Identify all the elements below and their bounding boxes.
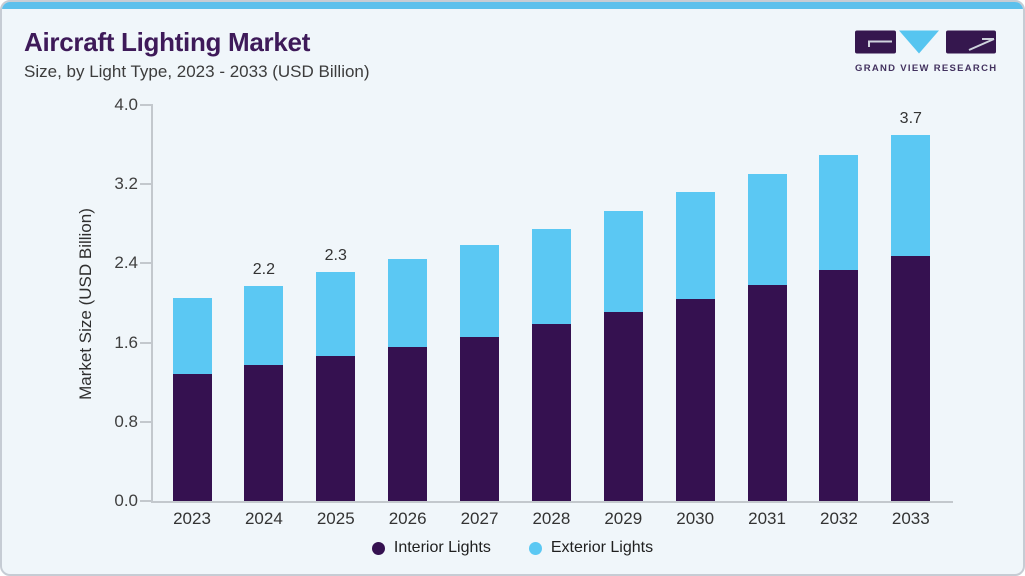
page-title: Aircraft Lighting Market [24, 27, 311, 57]
y-tick-label: 0.8 [114, 411, 138, 431]
legend-swatch-exterior-icon [528, 541, 542, 555]
y-tick-label: 2.4 [114, 253, 138, 273]
gvr-logo: GRAND VIEW RESEARCH [855, 30, 997, 74]
logo-g-glyph [868, 40, 892, 47]
legend-label-interior: Interior Lights [393, 539, 491, 556]
x-tick-label-2032: 2032 [819, 509, 858, 528]
bar-2025-interior [316, 356, 356, 501]
legend-swatch-interior-icon [371, 541, 385, 555]
x-tick-label-2027: 2027 [460, 509, 499, 528]
bar-2030-interior [675, 299, 715, 501]
x-tick-label-2023: 2023 [173, 509, 211, 528]
page-subtitle: Size, by Light Type, 2023 - 2033 (USD Bi… [24, 62, 370, 81]
logo-r-block [946, 30, 996, 54]
bar-value-label-2033: 3.7 [899, 109, 922, 127]
x-axis-line [151, 501, 953, 503]
y-tick-mark [140, 341, 151, 344]
logo-wordmark: GRAND VIEW RESEARCH [855, 63, 998, 74]
bar-2023-interior [172, 374, 212, 501]
bar-2027-interior [460, 336, 500, 501]
bar-value-label-2025: 2.3 [324, 247, 347, 265]
bar-2029-exterior [603, 210, 643, 312]
y-tick-mark [140, 262, 151, 265]
bar-2031-exterior [747, 174, 787, 286]
bar-2032-interior [819, 270, 859, 501]
x-tick-label-2033: 2033 [891, 509, 930, 528]
bar-2030-exterior [675, 192, 715, 300]
legend-item-exterior-lights: Exterior Lights [528, 539, 654, 557]
y-tick-mark [140, 104, 151, 106]
bar-2031-interior [747, 285, 787, 501]
bar-2026-exterior [388, 259, 428, 347]
x-tick-label-2030: 2030 [676, 509, 715, 528]
y-axis-line [151, 104, 153, 503]
y-tick-mark [140, 183, 151, 186]
bar-2032-exterior [819, 155, 859, 271]
bar-2028-exterior [531, 228, 571, 324]
bar-2026-interior [388, 346, 428, 501]
bar-2023-exterior [172, 298, 212, 375]
legend-label-exterior: Exterior Lights [550, 539, 654, 556]
y-tick-mark [140, 500, 151, 502]
y-tick-label: 4.0 [114, 95, 138, 114]
bar-2028-interior [531, 323, 571, 501]
chart-legend: Interior Lights Exterior Lights [2, 539, 1023, 557]
bar-2027-exterior [460, 244, 500, 337]
y-tick-label: 3.2 [114, 174, 138, 194]
x-tick-label-2025: 2025 [316, 509, 355, 528]
bar-2033-interior [891, 256, 931, 501]
x-tick-label-2028: 2028 [532, 509, 571, 528]
gvr-logo-mark [855, 30, 996, 54]
y-tick-label: 0.0 [114, 491, 138, 510]
x-tick-label-2029: 2029 [604, 509, 643, 528]
y-tick-mark [140, 420, 151, 423]
bar-2033-exterior [891, 134, 931, 257]
bar-value-label-2024: 2.2 [252, 261, 275, 279]
x-tick-label-2024: 2024 [244, 509, 283, 528]
logo-v-triangle-icon [899, 30, 939, 54]
x-tick-label-2026: 2026 [388, 509, 427, 528]
logo-r-glyph [968, 38, 995, 51]
y-tick-label: 1.6 [114, 332, 138, 352]
bar-2025-exterior [316, 272, 356, 357]
bar-2024-interior [244, 365, 284, 501]
legend-item-interior-lights: Interior Lights [371, 539, 491, 557]
bar-2024-exterior [244, 286, 284, 366]
bar-2029-interior [603, 311, 643, 501]
top-accent-bar [2, 2, 1023, 9]
x-tick-label-2031: 2031 [748, 509, 786, 528]
